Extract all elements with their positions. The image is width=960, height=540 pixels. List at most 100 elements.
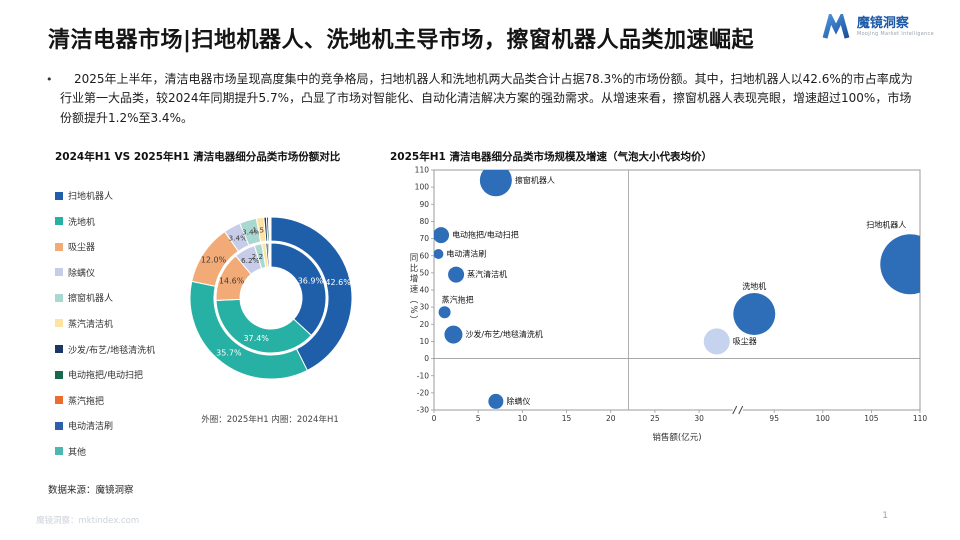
bubble xyxy=(444,325,463,344)
y-tick-label: 10 xyxy=(419,337,429,346)
logo-m-icon xyxy=(822,14,850,39)
donut-percent-label: 12.0% xyxy=(201,256,227,265)
x-tick-label: 20 xyxy=(606,414,616,423)
bubble xyxy=(434,227,450,244)
donut-chart-title: 2024年H1 VS 2025年H1 清洁电器细分品类市场份额对比 xyxy=(55,151,341,163)
donut-segment xyxy=(269,216,272,242)
logo: 魔镜洞察 Moojing Market Intelligence xyxy=(821,14,934,40)
legend-swatch xyxy=(55,319,63,328)
legend-label: 其他 xyxy=(68,447,87,458)
legend-item: 扫地机器人 xyxy=(55,189,155,202)
bubble-label: 除螨仪 xyxy=(506,396,530,406)
y-tick-label: 50 xyxy=(419,268,429,277)
legend-swatch xyxy=(55,345,63,354)
y-tick-label: 30 xyxy=(419,303,429,312)
legend-item: 电动清洁刷 xyxy=(55,419,155,432)
donut-percent-label: 2.2% xyxy=(252,252,271,261)
bubble-label: 擦窗机器人 xyxy=(515,175,555,185)
y-tick-label: -10 xyxy=(417,371,429,380)
bubble xyxy=(488,393,504,409)
legend-swatch xyxy=(55,217,63,226)
donut-percent-label: 3.4% xyxy=(228,233,247,242)
legend-item: 其他 xyxy=(55,445,155,458)
legend-item: 电动拖把/电动扫把 xyxy=(55,368,155,381)
legend-swatch xyxy=(55,268,63,277)
logo-subtitle: Moojing Market Intelligence xyxy=(856,30,934,37)
x-tick-label: 95 xyxy=(769,414,779,423)
axis-break-gap xyxy=(732,408,743,412)
x-tick-label: 5 xyxy=(476,414,481,423)
logo-name: 魔镜洞察 xyxy=(856,15,909,31)
bubble-label: 吸尘器 xyxy=(733,336,757,346)
donut-ring-note: 外圈：2025年H1 内圈：2024年H1 xyxy=(201,415,339,425)
donut-percent-label: 1.5% xyxy=(252,225,271,234)
summary-bullet: • 2025年上半年，清洁电器市场呈现高度集中的竞争格局，扫地机器人和洗地机两大… xyxy=(46,70,918,128)
bubble xyxy=(448,266,465,283)
legend-label: 电动清洁刷 xyxy=(68,422,114,433)
donut-percent-label: 37.4% xyxy=(243,334,269,343)
legend-label: 洗地机 xyxy=(68,217,96,228)
legend-item: 沙发/布艺/地毯清洗机 xyxy=(55,343,155,356)
logo-text: 魔镜洞察 Moojing Market Intelligence xyxy=(856,15,934,38)
x-tick-label: 105 xyxy=(864,414,879,423)
legend-label: 吸尘器 xyxy=(68,243,96,254)
y-tick-label: -20 xyxy=(417,388,429,397)
donut-chart: 42.6%35.7%12.0%3.4%3.4%1.5%36.9%37.4%14.… xyxy=(189,216,353,380)
y-tick-label: 80 xyxy=(419,217,429,226)
y-axis-title: 同比增速（%） xyxy=(408,253,418,327)
donut-percent-label: 3.4% xyxy=(242,228,261,237)
x-tick-label: 110 xyxy=(913,414,928,423)
bubble-label: 洗地机 xyxy=(742,281,766,291)
x-axis-title: 销售额(亿元) xyxy=(652,432,701,443)
y-tick-label: 40 xyxy=(419,286,429,295)
bubble-label: 扫地机器人 xyxy=(866,219,906,229)
legend-item: 蒸汽清洁机 xyxy=(55,317,155,330)
bubble xyxy=(880,234,920,295)
legend-swatch xyxy=(55,370,63,379)
x-tick-label: 30 xyxy=(694,414,704,423)
legend-swatch xyxy=(55,242,63,251)
bubble-label: 蒸汽清洁机 xyxy=(467,269,507,279)
donut-segment xyxy=(215,298,313,354)
donut-legend: 扫地机器人 洗地机 吸尘器 除螨仪 擦窗机器人 蒸汽清洁机 沙发/布艺/地毯清洗机 电动拖把/… xyxy=(55,189,155,471)
legend-item: 蒸汽拖把 xyxy=(55,394,155,407)
bullet-marker: • xyxy=(46,73,53,86)
x-tick-label: 15 xyxy=(562,414,572,423)
axis-break-mark xyxy=(732,405,738,415)
y-tick-label: -30 xyxy=(417,406,429,415)
legend-label: 扫地机器人 xyxy=(68,192,114,202)
bubble xyxy=(703,328,730,355)
bubble xyxy=(438,306,451,319)
donut-segment xyxy=(269,242,272,268)
legend-label: 沙发/布艺/地毯清洗机 xyxy=(68,345,156,356)
donut-percent-label: 35.7% xyxy=(216,348,242,357)
data-source: 数据来源：魔镜洞察 xyxy=(48,485,134,496)
bubble xyxy=(434,249,444,259)
donut-segment xyxy=(270,242,327,337)
legend-item: 洗地机 xyxy=(55,215,155,228)
legend-item: 吸尘器 xyxy=(55,240,155,253)
legend-swatch xyxy=(55,421,63,430)
legend-swatch xyxy=(55,293,63,302)
axis-break-mark xyxy=(738,405,744,415)
bubble-chart-title: 2025年H1 清洁电器细分品类市场规模及增速（气泡大小代表均价） xyxy=(390,151,712,163)
legend-label: 蒸汽拖把 xyxy=(68,396,105,407)
y-tick-label: 90 xyxy=(419,200,429,209)
bubble-label: 电动清洁刷 xyxy=(446,249,486,259)
y-tick-label: 110 xyxy=(415,166,430,175)
donut-percent-label: 42.6% xyxy=(325,278,351,287)
y-tick-label: 0 xyxy=(424,354,429,363)
bubble xyxy=(479,170,512,197)
donut-percent-label: 6.2% xyxy=(241,256,260,265)
page-number: 1 xyxy=(882,511,888,521)
x-tick-label: 0 xyxy=(432,414,437,423)
y-tick-label: 20 xyxy=(419,320,429,329)
x-tick-label: 100 xyxy=(816,414,831,423)
x-tick-label: 25 xyxy=(650,414,660,423)
legend-swatch xyxy=(55,191,63,200)
footer-link[interactable]: 魔镜洞察：mktindex.com xyxy=(36,516,140,526)
donut-percent-label: 14.6% xyxy=(219,276,245,285)
legend-label: 除螨仪 xyxy=(68,268,96,279)
